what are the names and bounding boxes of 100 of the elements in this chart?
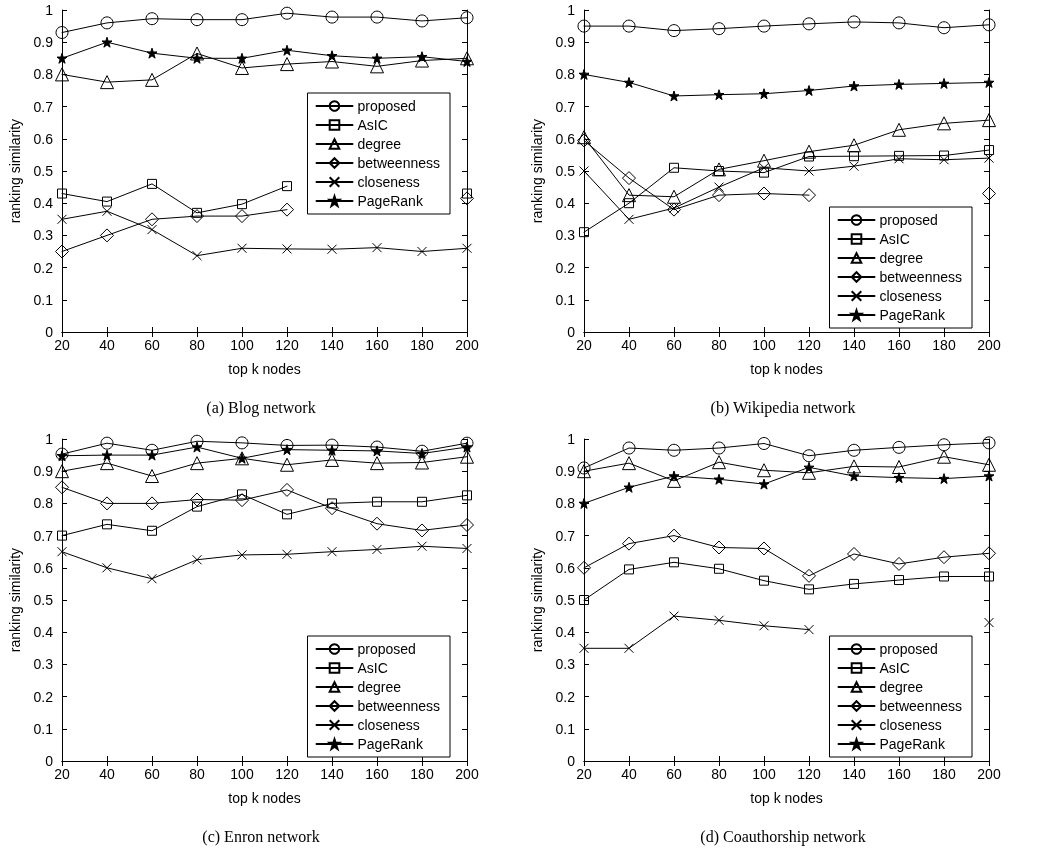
x-tick-label: 140	[842, 766, 866, 782]
x-tick-label: 140	[842, 337, 866, 353]
legend-label: degree	[879, 250, 924, 266]
y-tick-label: 1	[567, 2, 576, 18]
x-tick-label: 60	[666, 766, 682, 782]
x-tick-label: 60	[144, 337, 160, 353]
legend-label: proposed	[357, 98, 416, 114]
x-tick-label: 100	[752, 766, 776, 782]
legend-label: PageRank	[357, 193, 424, 209]
y-tick-label: 0.1	[555, 720, 576, 737]
legend-label: closeness	[357, 717, 420, 733]
x-tick-label: 40	[99, 766, 115, 782]
x-tick-label: 20	[576, 766, 592, 782]
y-tick-label: 0.4	[33, 195, 54, 212]
y-tick-label: 0	[567, 753, 576, 769]
y-tick-label: 0.7	[555, 527, 576, 544]
x-tick-label: 100	[752, 337, 776, 353]
text: (a) Blog network	[206, 398, 316, 417]
legend-label: betweenness	[357, 155, 441, 171]
legend-label: AsIC	[357, 117, 388, 133]
y-tick-label: 0.6	[33, 559, 54, 576]
y-tick-label: 0.5	[555, 163, 576, 179]
y-tick-label: 0	[45, 324, 54, 340]
x-tick-label: 200	[455, 337, 479, 353]
y-tick-label: 0.4	[33, 624, 54, 641]
y-tick-label: 0.9	[33, 463, 54, 480]
legend-label: AsIC	[879, 231, 910, 247]
text: (d) Coauthorship network	[700, 827, 866, 846]
y-tick-label: 0.8	[555, 66, 576, 83]
legend-label: betweenness	[357, 698, 441, 714]
y-tick-label: 0.5	[33, 592, 54, 608]
y-tick-label: 1	[567, 431, 576, 447]
x-tick-label: 160	[365, 337, 389, 353]
legend-label: closeness	[357, 174, 420, 190]
x-tick-label: 20	[576, 337, 592, 353]
x-tick-label: 40	[621, 766, 637, 782]
legend-label: betweenness	[879, 269, 963, 285]
legend-label: betweenness	[879, 698, 963, 714]
y-tick-label: 0.2	[555, 688, 576, 705]
legend-label: AsIC	[357, 660, 388, 676]
legend-label: PageRank	[357, 736, 424, 752]
y-tick-label: 0.1	[33, 720, 54, 737]
x-tick-label: 80	[189, 337, 205, 353]
x-tick-label: 40	[99, 337, 115, 353]
y-tick-label: 0.1	[555, 291, 576, 308]
x-tick-label: 160	[365, 766, 389, 782]
y-tick-label: 0.3	[555, 656, 576, 673]
legend-label: AsIC	[879, 660, 910, 676]
y-tick-label: 0.9	[33, 34, 54, 51]
x-tick-label: 180	[410, 337, 434, 353]
x-tick-label: 80	[711, 766, 727, 782]
y-axis-title: ranking similarity	[7, 118, 23, 224]
legend-label: closeness	[879, 717, 942, 733]
x-tick-label: 180	[410, 766, 434, 782]
legend-label: proposed	[879, 212, 938, 228]
y-tick-label: 0.6	[555, 130, 576, 147]
x-tick-label: 180	[932, 766, 956, 782]
x-tick-label: 120	[275, 337, 299, 353]
y-tick-label: 0.5	[33, 163, 54, 179]
x-tick-label: 160	[887, 766, 911, 782]
y-tick-label: 0.6	[33, 130, 54, 147]
x-tick-label: 80	[711, 337, 727, 353]
x-tick-label: 200	[977, 766, 1001, 782]
x-tick-label: 120	[275, 766, 299, 782]
y-tick-label: 0.9	[555, 463, 576, 480]
legend-label: PageRank	[879, 307, 946, 323]
x-tick-label: 200	[455, 766, 479, 782]
y-tick-label: 0.5	[555, 592, 576, 608]
y-tick-label: 0.3	[33, 656, 54, 673]
x-tick-label: 180	[932, 337, 956, 353]
y-axis-title: ranking similarity	[7, 547, 23, 653]
y-tick-label: 0.7	[555, 98, 576, 115]
x-tick-label: 80	[189, 766, 205, 782]
x-axis-title: top k nodes	[228, 361, 301, 377]
x-tick-label: 160	[887, 337, 911, 353]
x-tick-label: 20	[54, 337, 70, 353]
legend-label: degree	[879, 679, 924, 695]
text: (b) Wikipedia network	[710, 398, 856, 417]
y-tick-label: 0.3	[33, 227, 54, 244]
legend-label: proposed	[879, 641, 938, 657]
x-tick-label: 120	[797, 337, 821, 353]
legend-label: proposed	[357, 641, 416, 657]
x-tick-label: 140	[320, 337, 344, 353]
y-tick-label: 0.4	[555, 195, 576, 212]
y-tick-label: 0	[567, 324, 576, 340]
x-tick-label: 200	[977, 337, 1001, 353]
y-tick-label: 0.2	[33, 259, 54, 276]
x-axis-title: top k nodes	[750, 361, 823, 377]
y-tick-label: 0.9	[555, 34, 576, 51]
legend-label: degree	[357, 679, 402, 695]
text: (c) Enron network	[202, 827, 320, 846]
x-tick-label: 140	[320, 766, 344, 782]
y-tick-label: 0.8	[33, 495, 54, 512]
x-axis-title: top k nodes	[228, 790, 301, 806]
y-tick-label: 0.1	[33, 291, 54, 308]
y-axis-title: ranking similarity	[529, 118, 545, 224]
x-tick-label: 40	[621, 337, 637, 353]
y-tick-label: 0.8	[555, 495, 576, 512]
y-tick-label: 0.7	[33, 527, 54, 544]
legend-label: degree	[357, 136, 402, 152]
